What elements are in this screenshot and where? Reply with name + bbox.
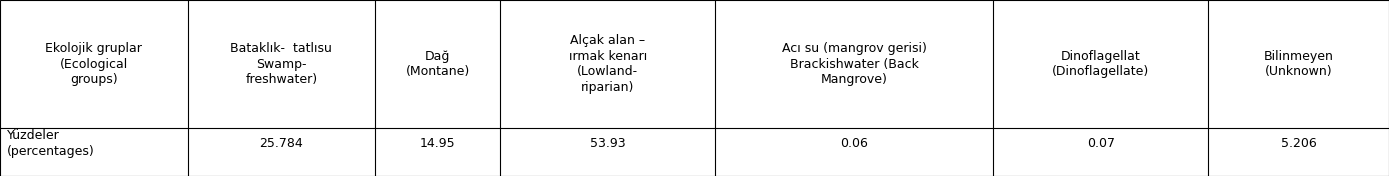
Text: Acı su (mangrov gerisi)
Brackishwater (Back
Mangrove): Acı su (mangrov gerisi) Brackishwater (B… — [782, 42, 926, 86]
Text: Dağ
(Montane): Dağ (Montane) — [406, 50, 469, 78]
Text: 14.95: 14.95 — [419, 137, 456, 150]
Text: 0.06: 0.06 — [840, 137, 868, 150]
Text: 0.07: 0.07 — [1086, 137, 1115, 150]
Text: 53.93: 53.93 — [590, 137, 625, 150]
Text: Bilinmeyen
(Unknown): Bilinmeyen (Unknown) — [1264, 50, 1333, 78]
Text: Dinoflagellat
(Dinoflagellate): Dinoflagellat (Dinoflagellate) — [1051, 50, 1150, 78]
Text: 5.206: 5.206 — [1281, 137, 1317, 150]
Text: Ekolojik gruplar
(Ecological
groups): Ekolojik gruplar (Ecological groups) — [46, 42, 142, 86]
Text: Alçak alan –
ırmak kenarı
(Lowland-
riparian): Alçak alan – ırmak kenarı (Lowland- ripa… — [568, 34, 647, 94]
Text: Bataklık-  tatlısu
Swamp-
freshwater): Bataklık- tatlısu Swamp- freshwater) — [231, 42, 332, 86]
Text: Yüzdeler
(percentages): Yüzdeler (percentages) — [7, 129, 94, 158]
Text: 25.784: 25.784 — [260, 137, 303, 150]
